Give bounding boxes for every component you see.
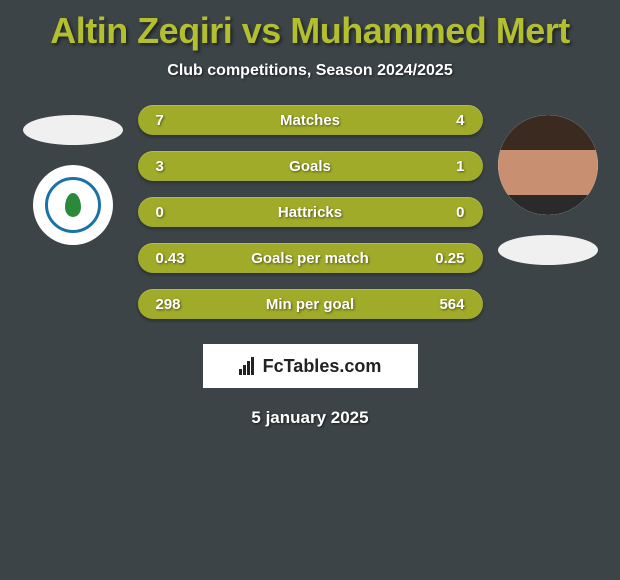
branding-text: FcTables.com: [263, 356, 382, 377]
rizespor-logo-icon: [45, 177, 101, 233]
stat-row-goals-per-match: 0.43 Goals per match 0.25: [138, 243, 483, 273]
stat-label: Goals per match: [251, 250, 369, 267]
fctables-chart-icon: [239, 357, 259, 375]
comparison-title: Altin Zeqiri vs Muhammed Mert: [0, 10, 620, 52]
avatar-icon: [498, 115, 598, 215]
bar-icon: [239, 369, 242, 375]
player-1-club-logo: [33, 165, 113, 245]
stat-left-value: 0: [156, 204, 196, 221]
bar-icon: [247, 361, 250, 375]
stat-left-value: 0.43: [156, 250, 196, 267]
stat-left-value: 7: [156, 112, 196, 129]
stat-label: Hattricks: [278, 204, 342, 221]
bar-icon: [243, 365, 246, 375]
stat-right-value: 0: [425, 204, 465, 221]
left-side: [23, 105, 123, 245]
stat-right-value: 0.25: [425, 250, 465, 267]
stat-label: Min per goal: [266, 296, 354, 313]
stat-row-goals: 3 Goals 1: [138, 151, 483, 181]
stat-label: Goals: [289, 158, 331, 175]
main-area: 7 Matches 4 3 Goals 1 0 Hattricks 0 0.43…: [0, 105, 620, 319]
player-2-avatar: [498, 115, 598, 215]
branding-badge[interactable]: FcTables.com: [203, 344, 418, 388]
comparison-card: Altin Zeqiri vs Muhammed Mert Club compe…: [0, 0, 620, 428]
stat-row-matches: 7 Matches 4: [138, 105, 483, 135]
bar-icon: [251, 357, 254, 375]
player-2-club-plate: [498, 235, 598, 265]
stats-table: 7 Matches 4 3 Goals 1 0 Hattricks 0 0.43…: [138, 105, 483, 319]
stat-left-value: 298: [156, 296, 196, 313]
player-1-name-plate: [23, 115, 123, 145]
stat-row-min-per-goal: 298 Min per goal 564: [138, 289, 483, 319]
stat-label: Matches: [280, 112, 340, 129]
stat-right-value: 4: [425, 112, 465, 129]
comparison-date: 5 january 2025: [0, 408, 620, 428]
leaf-icon: [65, 193, 81, 217]
stat-right-value: 564: [425, 296, 465, 313]
comparison-subtitle: Club competitions, Season 2024/2025: [0, 62, 620, 80]
stat-row-hattricks: 0 Hattricks 0: [138, 197, 483, 227]
stat-left-value: 3: [156, 158, 196, 175]
right-side: [498, 105, 598, 265]
stat-right-value: 1: [425, 158, 465, 175]
